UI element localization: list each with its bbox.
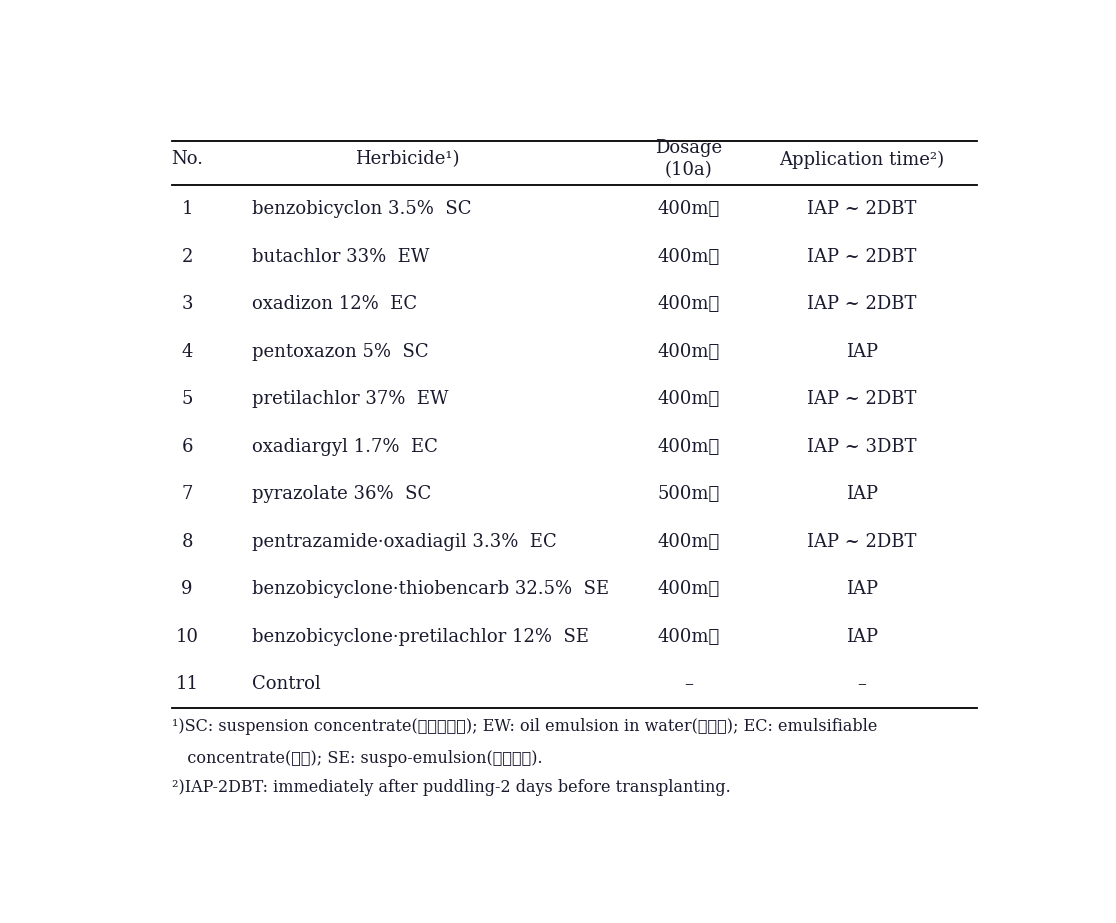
Text: IAP ~ 2DBT: IAP ~ 2DBT	[807, 247, 916, 266]
Text: 400mℓ: 400mℓ	[657, 628, 720, 645]
Text: IAP ~ 2DBT: IAP ~ 2DBT	[807, 200, 916, 218]
Text: IAP ~ 3DBT: IAP ~ 3DBT	[807, 438, 916, 456]
Text: oxadizon 12%  EC: oxadizon 12% EC	[252, 295, 417, 313]
Text: Control: Control	[252, 675, 320, 693]
Text: 400mℓ: 400mℓ	[657, 533, 720, 550]
Text: 400mℓ: 400mℓ	[657, 247, 720, 266]
Text: ²)IAP-2DBT: immediately after puddling-2 days before transplanting.: ²)IAP-2DBT: immediately after puddling-2…	[172, 779, 731, 796]
Text: 400mℓ: 400mℓ	[657, 438, 720, 456]
Text: IAP ~ 2DBT: IAP ~ 2DBT	[807, 295, 916, 313]
Text: 5: 5	[182, 390, 193, 408]
Text: butachlor 33%  EW: butachlor 33% EW	[252, 247, 430, 266]
Text: Application time²): Application time²)	[779, 150, 944, 169]
Text: IAP ~ 2DBT: IAP ~ 2DBT	[807, 533, 916, 550]
Text: Herbicide¹): Herbicide¹)	[355, 150, 460, 168]
Text: 2: 2	[182, 247, 193, 266]
Text: concentrate(유제); SE: suspo-emulsion(유현탁제).: concentrate(유제); SE: suspo-emulsion(유현탁제…	[172, 750, 543, 767]
Text: 10: 10	[175, 628, 199, 645]
Text: pentrazamide·oxadiagil 3.3%  EC: pentrazamide·oxadiagil 3.3% EC	[252, 533, 557, 550]
Text: 8: 8	[181, 533, 193, 550]
Text: benzobicyclone·pretilachlor 12%  SE: benzobicyclone·pretilachlor 12% SE	[252, 628, 589, 645]
Text: IAP: IAP	[846, 580, 877, 598]
Text: 400mℓ: 400mℓ	[657, 580, 720, 598]
Text: –: –	[684, 675, 693, 693]
Text: oxadiargyl 1.7%  EC: oxadiargyl 1.7% EC	[252, 438, 437, 456]
Text: –: –	[857, 675, 866, 693]
Text: 400mℓ: 400mℓ	[657, 200, 720, 218]
Text: 9: 9	[181, 580, 193, 598]
Text: IAP ~ 2DBT: IAP ~ 2DBT	[807, 390, 916, 408]
Text: benzobicyclon 3.5%  SC: benzobicyclon 3.5% SC	[252, 200, 471, 218]
Text: pentoxazon 5%  SC: pentoxazon 5% SC	[252, 342, 429, 361]
Text: benzobicyclone·thiobencarb 32.5%  SE: benzobicyclone·thiobencarb 32.5% SE	[252, 580, 609, 598]
Text: 400mℓ: 400mℓ	[657, 342, 720, 361]
Text: 11: 11	[175, 675, 199, 693]
Text: 500mℓ: 500mℓ	[657, 485, 720, 503]
Text: 400mℓ: 400mℓ	[657, 390, 720, 408]
Text: IAP: IAP	[846, 628, 877, 645]
Text: 400mℓ: 400mℓ	[657, 295, 720, 313]
Text: pretilachlor 37%  EW: pretilachlor 37% EW	[252, 390, 449, 408]
Text: 3: 3	[181, 295, 193, 313]
Text: No.: No.	[171, 150, 203, 168]
Text: pyrazolate 36%  SC: pyrazolate 36% SC	[252, 485, 431, 503]
Text: 1: 1	[181, 200, 193, 218]
Text: 7: 7	[182, 485, 193, 503]
Text: 4: 4	[182, 342, 193, 361]
Text: Dosage
(10a): Dosage (10a)	[655, 139, 722, 180]
Text: IAP: IAP	[846, 485, 877, 503]
Text: ¹)SC: suspension concentrate(액상수화제); EW: oil emulsion in water(유탁제); EC: emulsif: ¹)SC: suspension concentrate(액상수화제); EW:…	[172, 718, 878, 736]
Text: IAP: IAP	[846, 342, 877, 361]
Text: 6: 6	[181, 438, 193, 456]
